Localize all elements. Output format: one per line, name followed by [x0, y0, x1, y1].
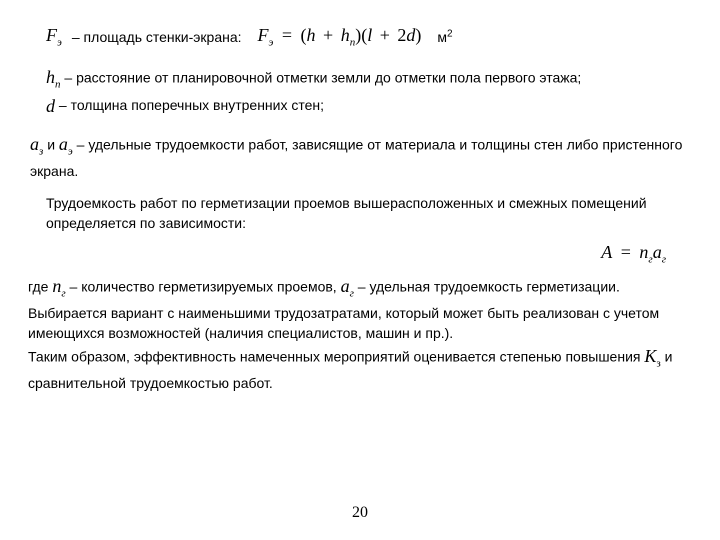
var-ag: aг [341, 273, 354, 303]
vK: K [644, 346, 656, 366]
def-Fe-row: Fэ – площадь стенки-экрана: Fэ = (h + hn… [28, 22, 692, 52]
va2: a [59, 134, 68, 154]
fd: d [406, 25, 415, 45]
pl2: + [377, 25, 393, 45]
var-ng: nг [52, 273, 65, 303]
vhn-n: n [55, 78, 61, 90]
tw: 2 [397, 25, 406, 45]
text-conc-a: Таким образом, эффективность намеченных … [28, 349, 644, 365]
var-az: aз [30, 131, 43, 161]
formula-A: A = nгaг [28, 242, 692, 266]
text-where-b: – количество герметизируемых проемов, [70, 279, 341, 295]
vn: n [52, 276, 61, 296]
vng: г [61, 288, 65, 300]
vd: d [46, 96, 55, 116]
vag-a: a [341, 276, 350, 296]
vag-g: г [350, 288, 354, 300]
fl: l [367, 25, 372, 45]
formula-Fe: Fэ = (h + hn)(l + 2d) [258, 22, 422, 52]
text-where: где [28, 279, 52, 295]
fFe: э [269, 37, 274, 49]
fh2: h [341, 25, 350, 45]
text-ae: – удельные трудоемкости работ, зависящие… [30, 137, 682, 179]
sup-2: 2 [447, 28, 453, 39]
text-hn: – расстояние от планировочной отметки зе… [64, 69, 581, 85]
text-and: и [47, 137, 59, 153]
pl1: + [320, 25, 336, 45]
var-F: F [46, 25, 57, 45]
para-conclusion: Таким образом, эффективность намеченных … [28, 343, 692, 393]
vae: э [68, 146, 73, 158]
text-where-c: – удельная трудоемкость герметизации. [358, 279, 620, 295]
fh: h [307, 25, 316, 45]
para-trud: Трудоемкость работ по герметизации проем… [28, 193, 692, 234]
text-Fe: – площадь стенки-экрана: [72, 27, 242, 47]
eq1: = [278, 25, 296, 45]
unit-m: м [437, 29, 447, 45]
text-d: – толщина поперечных внутренних стен; [59, 97, 324, 113]
var-Fe-left: Fэ [46, 22, 62, 52]
fa: a [653, 242, 662, 262]
page-root: Fэ – площадь стенки-экрана: Fэ = (h + hn… [0, 0, 720, 540]
def-hn: hn – расстояние от планировочной отметки… [28, 64, 692, 94]
fA: A [601, 242, 612, 262]
var-Kz: Kз [644, 343, 660, 373]
vaz: з [39, 146, 43, 158]
var-hn: hn [46, 64, 61, 94]
rp2: ) [415, 25, 421, 45]
fag: г [662, 253, 666, 265]
para-variant: Выбирается вариант с наименьшими трудоза… [28, 303, 692, 344]
var-F-sub: э [57, 37, 62, 49]
para-where: где nг – количество герметизируемых прое… [28, 273, 692, 303]
vhn-h: h [46, 67, 55, 87]
unit-m2: м2 [437, 27, 452, 47]
var-d: d [46, 93, 55, 119]
def-d: d – толщина поперечных внутренних стен; [28, 93, 692, 119]
fF: F [258, 25, 269, 45]
def-az-ae: aз и aэ – удельные трудоемкости работ, з… [28, 131, 692, 181]
page-number: 20 [0, 504, 720, 522]
eq2: = [617, 242, 635, 262]
var-ae: aэ [59, 131, 73, 161]
va1: a [30, 134, 39, 154]
